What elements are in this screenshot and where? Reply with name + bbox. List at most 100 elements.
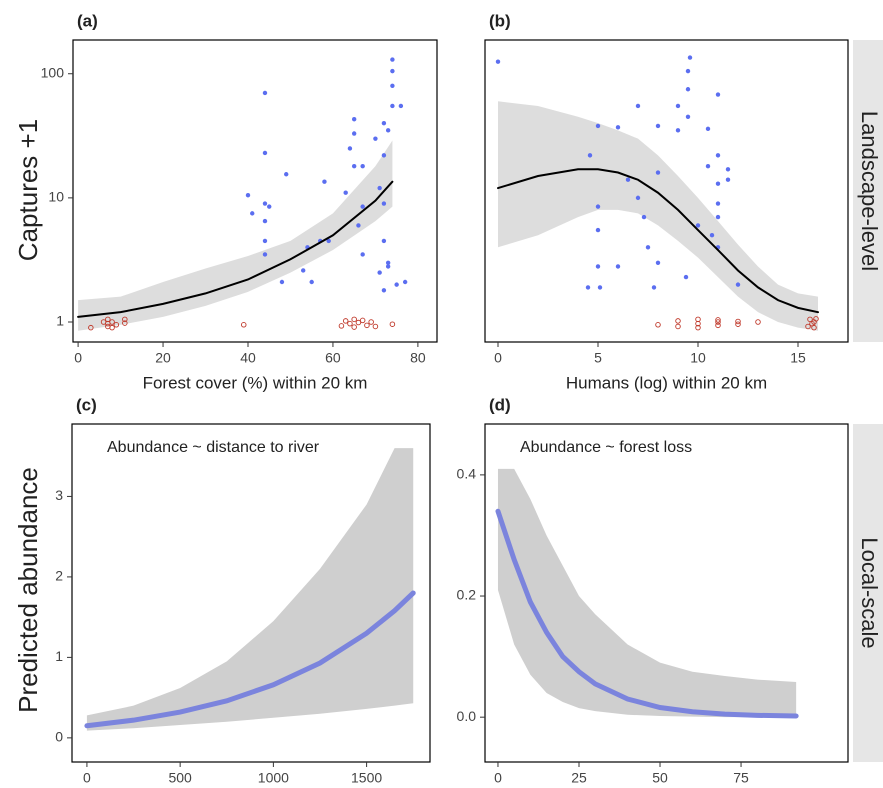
point	[385, 128, 391, 133]
x-tick-label: 0	[494, 770, 502, 786]
point	[373, 136, 378, 141]
x-tick-label: 60	[325, 350, 341, 366]
point	[262, 90, 268, 96]
point	[250, 211, 255, 216]
point	[655, 322, 661, 328]
y-tick-label: 1	[56, 313, 64, 329]
fit-line	[495, 508, 799, 719]
point	[695, 316, 701, 323]
confidence-band	[498, 101, 818, 331]
point	[695, 324, 701, 331]
point	[705, 126, 711, 132]
point	[109, 319, 115, 325]
x-tick-label: 80	[410, 350, 426, 366]
point	[725, 177, 731, 182]
x-tick-label: 75	[733, 770, 749, 786]
point	[715, 319, 721, 325]
point	[709, 233, 715, 238]
point	[685, 87, 691, 92]
point	[245, 193, 251, 198]
point	[735, 318, 741, 325]
panel-tag: (d)	[489, 395, 511, 414]
point	[390, 83, 395, 88]
point	[356, 223, 361, 228]
x-tick-label: 0	[494, 350, 502, 366]
point	[326, 238, 331, 244]
point	[122, 316, 128, 323]
point	[715, 153, 721, 158]
point	[655, 123, 661, 129]
y-axis-title: Predicted abundance	[13, 467, 43, 713]
point	[262, 150, 268, 156]
x-tick-label: 10	[690, 350, 706, 366]
point	[394, 282, 399, 287]
point	[811, 324, 817, 331]
point	[262, 218, 268, 224]
point	[635, 195, 641, 201]
point	[88, 324, 94, 331]
point	[705, 163, 711, 169]
point	[695, 223, 701, 228]
point	[381, 120, 387, 126]
point	[625, 177, 631, 182]
point	[381, 153, 387, 158]
panel-tag: (a)	[77, 11, 98, 30]
strip-label: Local-scale	[857, 537, 882, 648]
confidence-band	[497, 468, 797, 718]
point	[715, 92, 721, 97]
point	[715, 201, 721, 206]
point	[683, 274, 689, 280]
point	[805, 323, 811, 330]
point	[390, 103, 395, 109]
point	[262, 238, 268, 244]
confidence-band	[86, 448, 414, 731]
y-axis-title: Captures +1	[13, 119, 43, 261]
point	[715, 181, 721, 186]
strip	[853, 40, 883, 342]
point	[715, 322, 721, 329]
x-tick-label: 20	[155, 350, 171, 366]
point	[735, 282, 741, 287]
x-tick-label: 0	[83, 770, 91, 786]
point	[355, 319, 362, 326]
point	[807, 316, 813, 323]
point	[595, 264, 601, 269]
y-tick-label: 10	[48, 189, 64, 205]
point	[655, 170, 661, 175]
point	[655, 260, 661, 265]
x-tick-label: 1000	[258, 770, 289, 786]
point	[585, 285, 591, 290]
point	[351, 324, 357, 330]
point	[390, 57, 395, 62]
point	[347, 320, 353, 327]
point	[351, 163, 357, 169]
point	[284, 172, 289, 177]
y-tick-label: 2	[55, 568, 63, 584]
point	[651, 285, 657, 290]
point	[360, 252, 365, 257]
point	[495, 59, 501, 64]
point	[597, 285, 603, 290]
fit-line	[84, 590, 416, 729]
x-tick-label: 5	[594, 350, 602, 366]
point	[675, 318, 681, 324]
point	[338, 323, 345, 329]
point	[385, 264, 391, 269]
point	[755, 319, 761, 325]
point	[595, 123, 601, 129]
confidence-band	[78, 140, 393, 331]
x-axis-title: Forest cover (%) within 20 km	[143, 373, 368, 392]
point	[381, 288, 387, 293]
point	[368, 319, 374, 325]
point	[240, 322, 247, 328]
point	[109, 324, 115, 331]
point	[351, 316, 357, 323]
point	[389, 321, 396, 327]
point	[715, 214, 721, 220]
point	[113, 322, 120, 328]
point	[262, 252, 268, 257]
y-tick-label: 100	[41, 64, 65, 80]
x-tick-label: 25	[571, 770, 587, 786]
y-tick-label: 0.2	[457, 587, 477, 603]
